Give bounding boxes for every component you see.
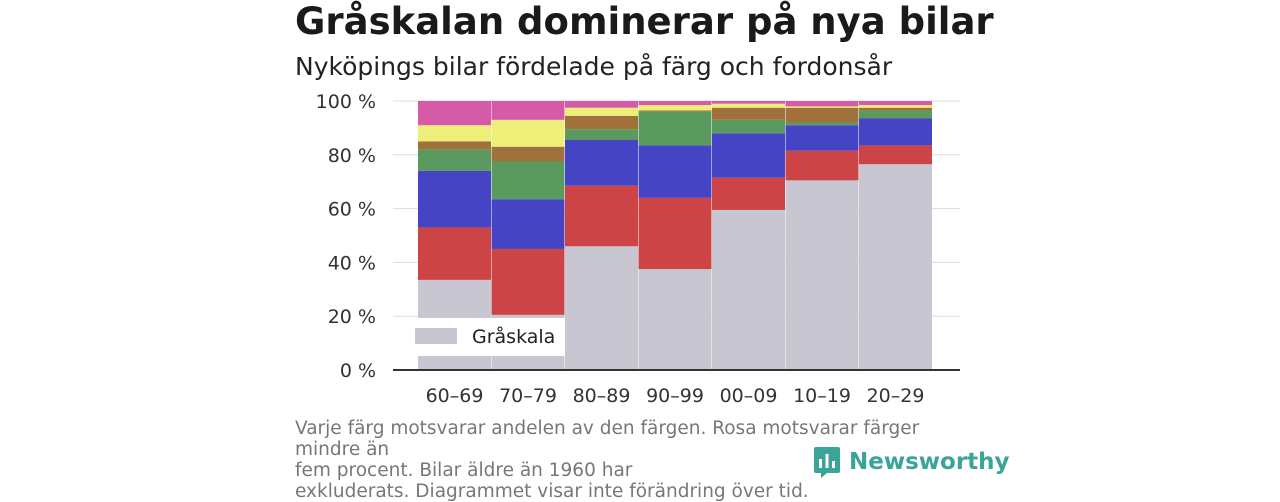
bar-segment <box>491 101 565 120</box>
bar-segment <box>712 103 785 108</box>
y-tick-label: 100 % <box>316 91 376 113</box>
footnote-line: Varje färg motsvarar andelen av den färg… <box>295 418 920 460</box>
bar-segment <box>638 105 712 111</box>
y-tick-label: 80 % <box>328 145 376 167</box>
bar-segment <box>491 146 565 162</box>
newsworthy-logo-icon <box>814 447 840 478</box>
bar-segment <box>565 101 638 108</box>
bar-segment <box>859 110 932 119</box>
x-tick-label: 80–89 <box>573 385 631 407</box>
bar-segment <box>859 105 932 108</box>
bar-segment <box>712 119 785 134</box>
bar-segment <box>859 145 932 165</box>
chart-subtitle: Nyköpings bilar fördelade på färg och fo… <box>295 52 893 81</box>
brand-logo: Newsworthy <box>813 445 1010 479</box>
bar-segment <box>491 199 565 249</box>
bar-segment <box>638 101 712 106</box>
bar-segment <box>418 149 491 171</box>
bar-segment <box>491 119 565 147</box>
x-tick-label: 20–29 <box>867 385 925 407</box>
bar-segment <box>418 101 491 126</box>
x-tick-label: 60–69 <box>426 385 484 407</box>
bar-segment <box>565 185 638 247</box>
x-tick-label: 70–79 <box>499 385 557 407</box>
bar-segment <box>859 101 932 106</box>
bar-segment <box>491 161 565 200</box>
bar-segment <box>565 246 638 370</box>
bar-segment <box>491 248 565 315</box>
bar-segment <box>859 107 932 111</box>
x-tick-label: 00–09 <box>720 385 778 407</box>
bar-segment <box>638 110 712 112</box>
legend-swatch <box>415 328 457 344</box>
bar-segment <box>712 177 785 210</box>
bar-segment <box>638 269 712 370</box>
bar-segment <box>565 140 638 186</box>
bar-segment <box>785 180 859 370</box>
legend-label: Gråskala <box>472 325 555 348</box>
bar-segment <box>418 170 491 228</box>
bar-segment <box>712 133 785 178</box>
bar-segment <box>418 227 491 280</box>
brand-name: Newsworthy <box>849 449 1010 475</box>
footnote-line: exkluderats. Diagrammet visar inte förän… <box>295 481 809 502</box>
footnote-line: fem procent. Bilar äldre än 1960 har <box>295 460 633 481</box>
bar-segment <box>785 125 859 151</box>
bar-segment <box>638 145 712 198</box>
x-tick-label: 90–99 <box>646 385 704 407</box>
bar-segment <box>785 101 859 107</box>
chart-title: Gråskalan dominerar på nya bilar <box>295 0 994 43</box>
bar-segment <box>785 150 859 181</box>
bar-segment <box>418 125 491 142</box>
bar-segment <box>565 129 638 141</box>
bar-segment <box>418 141 491 150</box>
x-tick-label: 10–19 <box>793 385 851 407</box>
bar-segment <box>565 107 638 116</box>
y-tick-label: 40 % <box>328 252 376 274</box>
bar-segment <box>859 164 932 370</box>
y-tick-label: 20 % <box>328 306 376 328</box>
bar-segment <box>712 101 785 104</box>
stacked-bar-chart: 60–69 70–79 80–89 90–99 00–09 10–19 20–29 0 % 20… <box>316 91 960 407</box>
bar-segment <box>785 106 859 108</box>
bar-segment <box>785 122 859 126</box>
y-tick-label: 60 % <box>328 199 376 221</box>
bar-segment <box>638 111 712 146</box>
bar-segment <box>712 209 785 370</box>
y-tick-label: 0 % <box>340 360 376 382</box>
bar-segment <box>785 107 859 123</box>
bar-segment <box>859 118 932 146</box>
bar-segment <box>565 115 638 130</box>
bar-segment <box>712 107 785 120</box>
bar-segment <box>638 197 712 270</box>
